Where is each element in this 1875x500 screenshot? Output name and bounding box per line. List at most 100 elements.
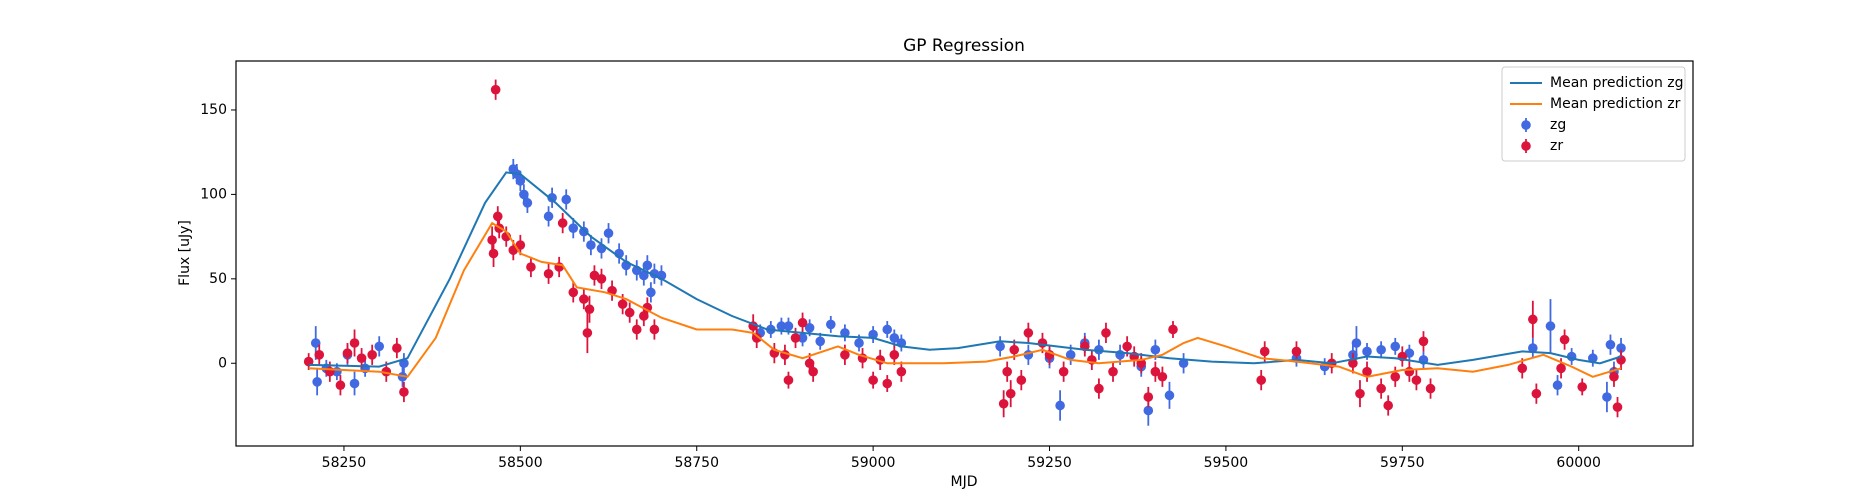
data-point (1168, 324, 1178, 335)
data-point (1023, 328, 1034, 338)
data-point (1612, 402, 1623, 412)
data-point (1602, 392, 1612, 402)
data-point (374, 341, 385, 352)
data-point (1559, 334, 1570, 345)
data-point (854, 338, 864, 348)
data-point (1101, 328, 1111, 338)
data-point (547, 192, 557, 203)
chart-title: GP Regression (903, 36, 1025, 56)
y-tick-label: 100 (200, 186, 227, 202)
plot-frame (235, 60, 1694, 447)
data-point (889, 333, 900, 343)
x-tick-label: 60000 (1556, 455, 1601, 471)
data-point (1616, 343, 1626, 353)
data-point (310, 338, 321, 348)
data-point (490, 84, 501, 95)
data-point (790, 333, 801, 343)
data-point (603, 228, 614, 239)
data-point (1108, 366, 1118, 377)
data-point (642, 260, 653, 271)
data-point (1517, 363, 1528, 374)
data-point (1143, 405, 1154, 416)
data-point (804, 322, 815, 333)
data-point (1150, 366, 1161, 377)
y-tick-label: 0 (218, 355, 227, 371)
data-point (1291, 346, 1302, 357)
data-point (543, 268, 554, 279)
data-point (579, 294, 589, 304)
x-tick-label: 59750 (1380, 455, 1425, 471)
data-point (1609, 371, 1619, 382)
data-point (1058, 366, 1069, 377)
data-point (367, 350, 377, 360)
legend-label: zr (1550, 138, 1563, 154)
data-point (1531, 388, 1542, 399)
data-point (815, 336, 826, 347)
legend-label: zg (1550, 117, 1566, 133)
data-point (896, 366, 907, 377)
legend-label: Mean prediction zg (1550, 75, 1684, 91)
data-point (617, 299, 628, 309)
y-tick-label: 150 (200, 102, 227, 118)
data-point (1605, 339, 1616, 350)
data-point (335, 380, 346, 391)
data-point (515, 240, 526, 250)
data-point (1362, 346, 1372, 357)
data-point (584, 304, 595, 315)
data-point (998, 398, 1009, 409)
mean-line (308, 221, 1622, 378)
data-point (1404, 366, 1415, 377)
data-point (342, 348, 353, 358)
data-point (561, 194, 572, 205)
data-point (1143, 392, 1154, 402)
data-point (526, 262, 536, 272)
data-point (392, 343, 402, 353)
data-point (1556, 363, 1566, 374)
data-point (349, 378, 360, 389)
data-point (487, 235, 497, 245)
data-point (840, 350, 850, 360)
data-point (349, 338, 360, 348)
legend-label: Mean prediction zr (1550, 96, 1681, 112)
data-point (808, 366, 818, 377)
data-point (776, 321, 787, 331)
data-point (579, 226, 589, 237)
data-point (568, 287, 579, 298)
data-point (1616, 355, 1626, 365)
data-point (840, 328, 850, 338)
data-point (995, 341, 1005, 352)
data-point (1037, 338, 1048, 348)
data-point (1178, 358, 1189, 369)
data-point (639, 270, 649, 281)
data-point (1588, 353, 1598, 363)
x-axis-label: MJD (951, 474, 978, 490)
data-point (1390, 341, 1401, 352)
x-tick-label: 59500 (1204, 455, 1249, 471)
data-point (596, 274, 607, 284)
data-point (1009, 344, 1020, 355)
data-point (1094, 383, 1104, 394)
data-point (797, 317, 808, 328)
data-point (1355, 388, 1365, 399)
legend-marker (1521, 120, 1531, 130)
data-point (557, 218, 568, 228)
data-point (1164, 390, 1175, 401)
data-point (1376, 344, 1386, 355)
data-point (522, 198, 533, 208)
data-point (783, 375, 794, 385)
data-point (543, 211, 554, 222)
data-point (1002, 366, 1012, 377)
data-point (1016, 375, 1027, 385)
data-point (1425, 383, 1436, 394)
legend-marker (1521, 141, 1531, 151)
y-tick-label: 50 (209, 271, 227, 287)
data-point (649, 324, 660, 335)
x-tick-label: 58250 (322, 455, 367, 471)
data-point (515, 176, 526, 186)
data-point (1528, 314, 1538, 325)
x-tick-label: 58750 (674, 455, 719, 471)
data-point (1259, 346, 1270, 357)
data-point (1411, 375, 1422, 385)
data-point (568, 223, 579, 233)
